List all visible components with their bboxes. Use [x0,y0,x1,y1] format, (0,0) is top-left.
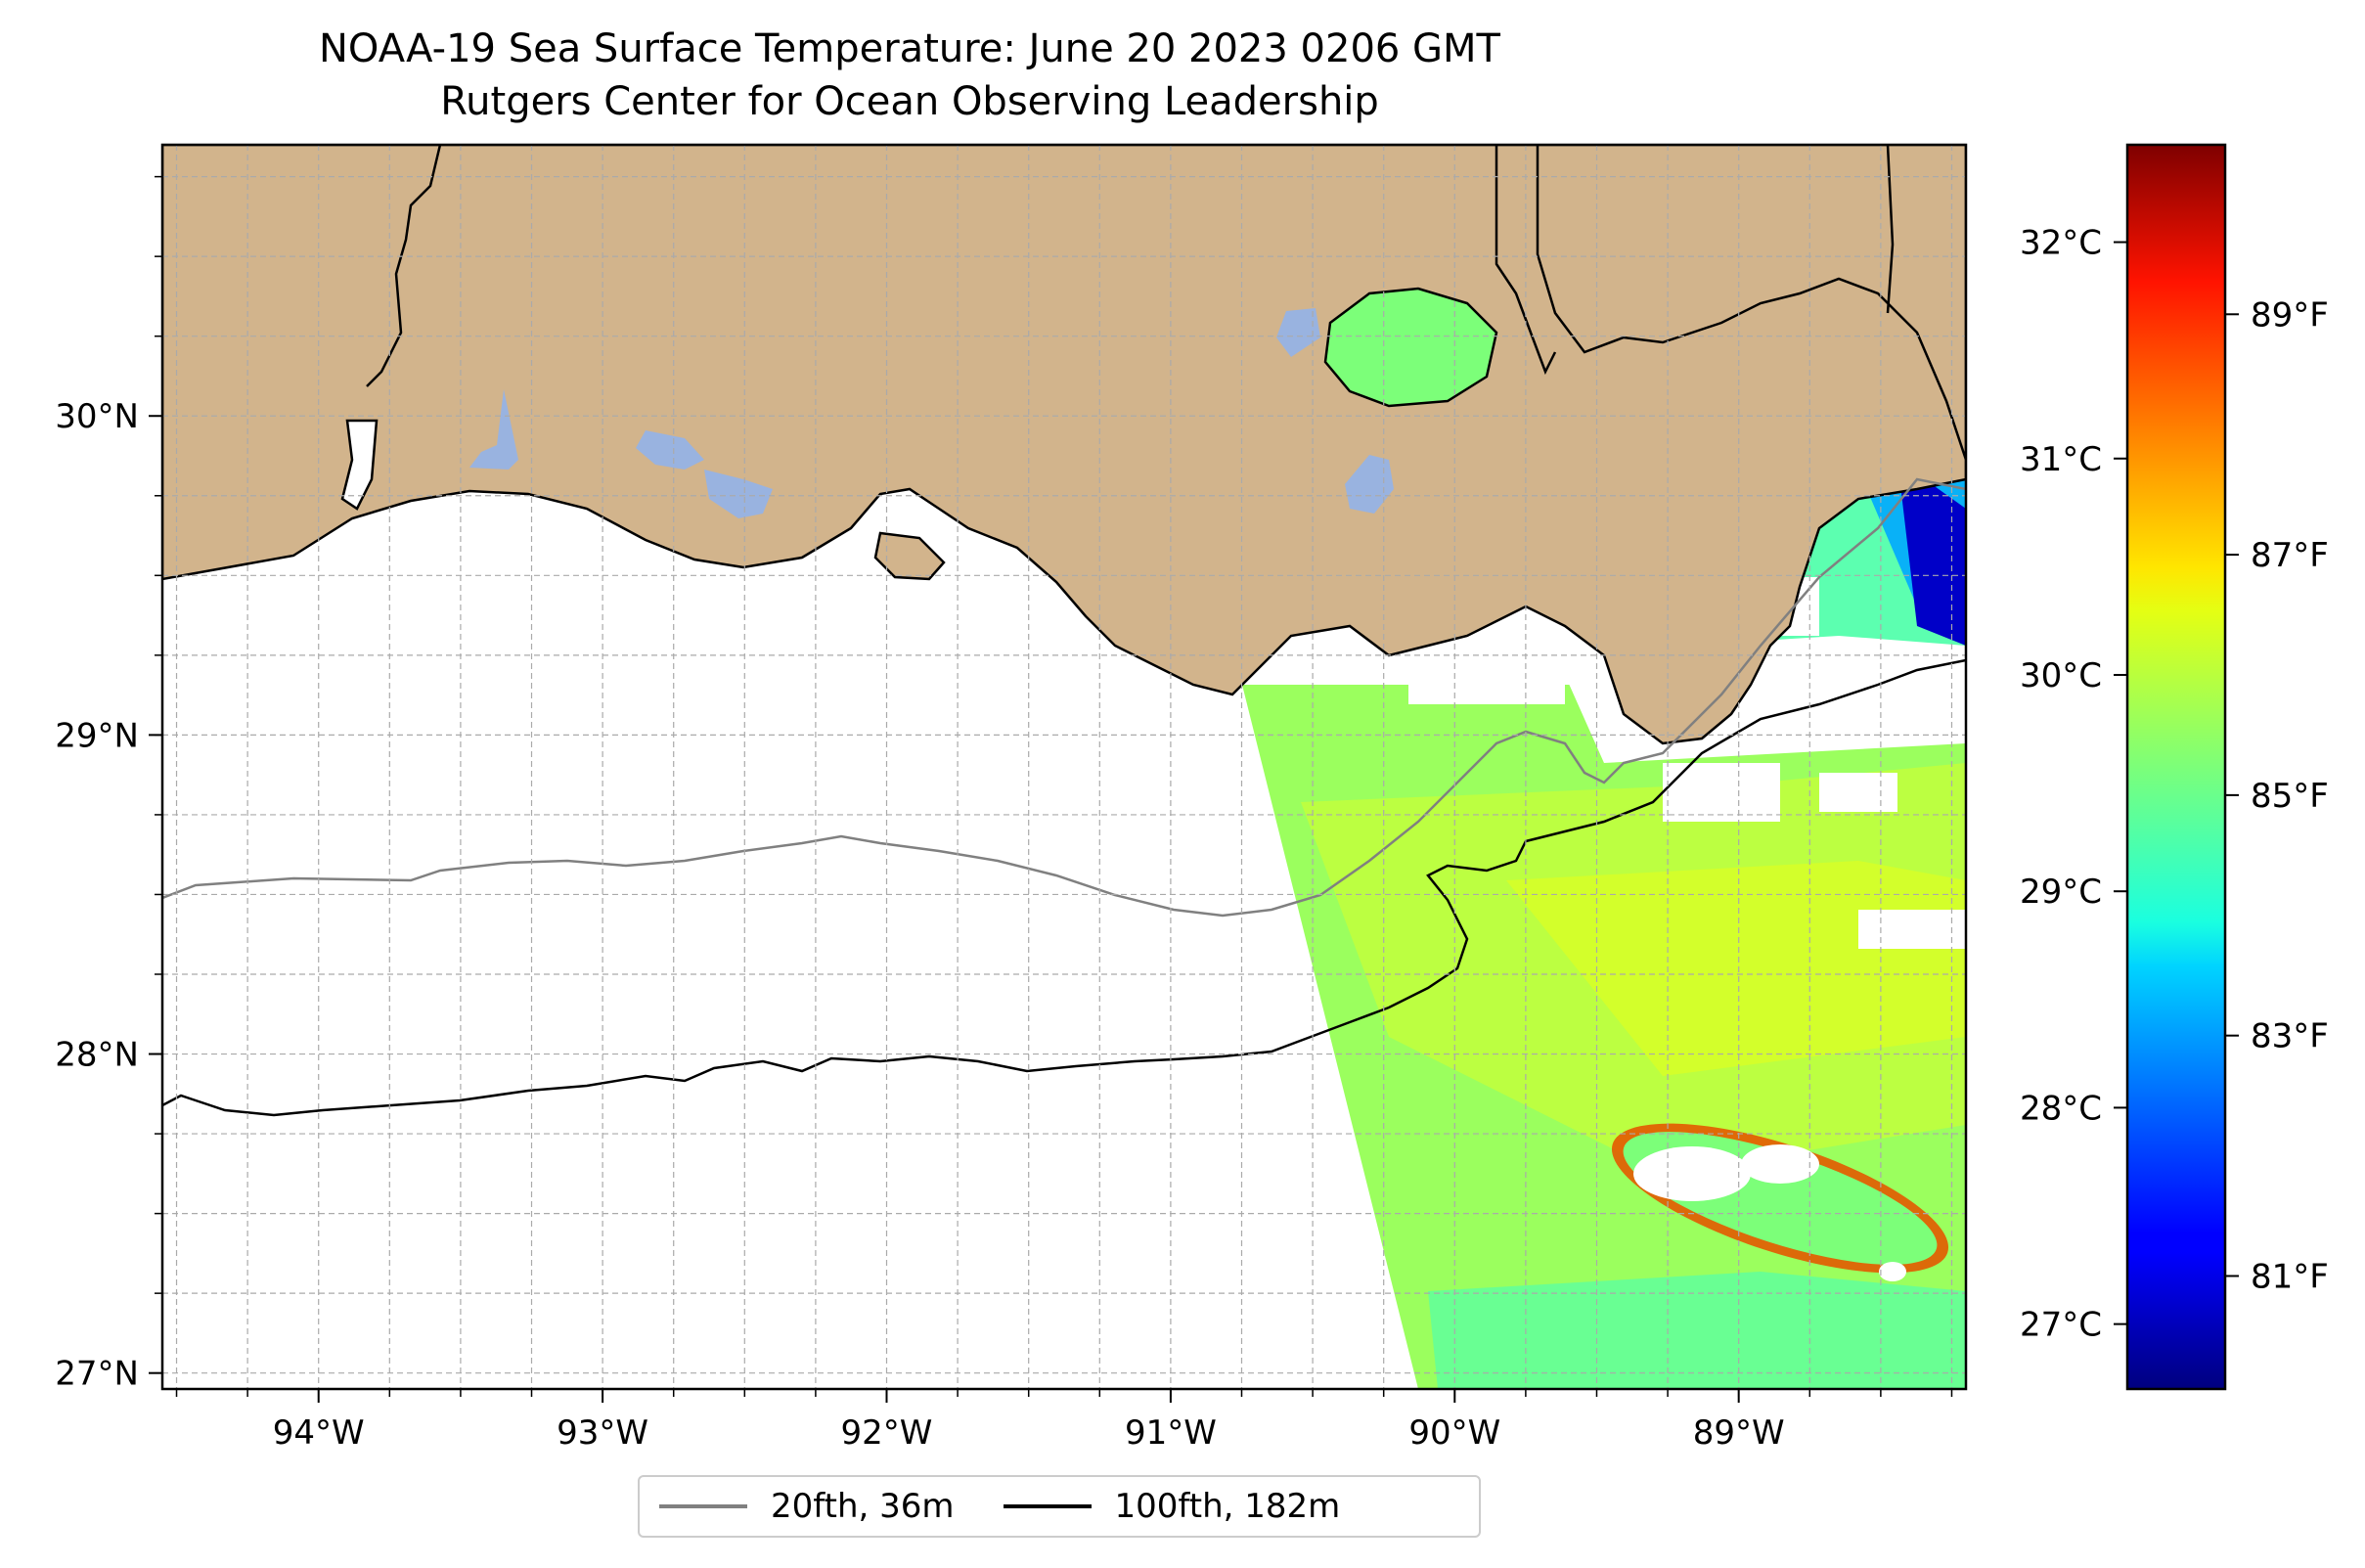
lake-pontchartrain [1323,287,1498,408]
lake-calcasieu [469,389,518,470]
isobath-20fth [162,477,1966,918]
land-louisiana [162,145,1966,745]
vermilion-bay [873,531,946,581]
lake-maurepas [1276,308,1320,357]
graticule [162,145,1966,1389]
fahrenheit-tick-label: 85°F [2251,777,2329,816]
celsius-tick-label: 32°C [2020,224,2102,263]
map-legend: 20fth, 36m 100fth, 182m [638,1475,1481,1538]
map-frame [160,143,1968,1391]
legend-item-100fth: 100fth, 182m [1003,1487,1341,1526]
y-tick-label: 29°N [55,716,139,755]
x-tick-label: 90°W [1408,1413,1500,1453]
lake-grand [636,430,704,470]
legend-swatch-gray [659,1504,747,1508]
legend-label-20fth: 20fth, 36m [771,1487,955,1526]
sabine-lake [340,419,379,511]
isobath-100fth [162,658,1966,1117]
fahrenheit-tick-label: 89°F [2251,295,2329,335]
celsius-tick-label: 30°C [2020,656,2102,695]
lake-white [704,470,773,518]
legend-label-100fth: 100fth, 182m [1114,1487,1341,1526]
state-border-ms [1495,145,1895,376]
warm-eddy [1611,1123,1949,1281]
fahrenheit-tick-label: 87°F [2251,536,2329,575]
y-tick-label: 27°N [55,1355,139,1394]
map-subtitle: Rutgers Center for Ocean Observing Leade… [440,79,1379,124]
y-tick-label: 30°N [55,397,139,436]
x-tick-label: 93°W [557,1413,648,1453]
lake-pontchartrain-west [1345,455,1394,514]
celsius-tick-label: 28°C [2020,1089,2102,1128]
x-tick-label: 94°W [273,1413,365,1453]
map-title: NOAA-19 Sea Surface Temperature: June 20… [318,26,1500,71]
fahrenheit-tick-label: 83°F [2251,1017,2329,1056]
celsius-tick-label: 27°C [2020,1306,2102,1345]
sst-map-figure: 94°W 93°W 92°W 91°W 90°W 89°W 27°N 28°N 29°N 30°N… [55,143,2329,1453]
colorbar-ticks: 27°C 28°C 29°C 30°C 31°C 32°C 81°F 83°F 85°F 87°F… [2020,224,2329,1345]
x-tick-label: 91°W [1125,1413,1217,1453]
fahrenheit-tick-label: 81°F [2251,1257,2329,1296]
x-tick-label: 89°W [1693,1413,1785,1453]
colorbar [2125,143,2227,1391]
celsius-tick-label: 31°C [2020,440,2102,479]
legend-item-20fth: 20fth, 36m [659,1487,955,1526]
map-ticks: 94°W 93°W 92°W 91°W 90°W 89°W 27°N 28°N 29°N 30°N [55,175,1953,1453]
x-tick-label: 92°W [841,1413,933,1453]
legend-swatch-black [1003,1504,1092,1508]
y-tick-label: 28°N [55,1036,139,1075]
celsius-tick-label: 29°C [2020,873,2102,912]
